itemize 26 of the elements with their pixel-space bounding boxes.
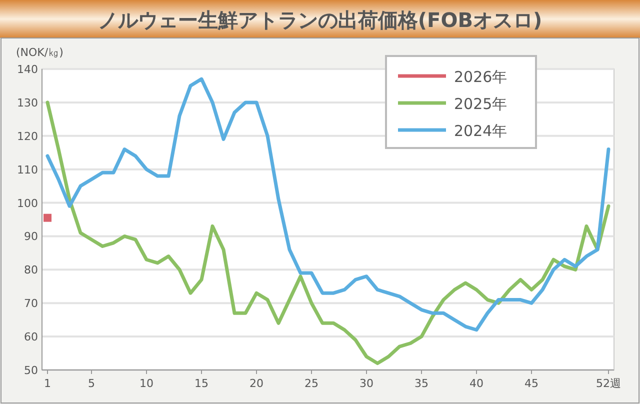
y-tick-label: 90: [24, 230, 38, 244]
y-axis-title: (NOK/㎏): [16, 46, 64, 59]
x-tick-label: 30: [360, 377, 374, 390]
x-tick-label: 35: [414, 377, 428, 390]
x-tick-label: 10: [140, 377, 154, 390]
y-tick-label: 60: [24, 330, 38, 344]
y-tick-label: 50: [24, 364, 38, 377]
legend-label: 2024年: [454, 122, 508, 140]
chart-title: ノルウェー生鮮アトランの出荷価格(FOBオスロ): [98, 8, 542, 32]
y-tick-label: 100: [17, 196, 38, 210]
y-tick-label: 110: [17, 163, 38, 176]
x-tick-label: 40: [470, 377, 484, 390]
y-tick-label: 120: [17, 130, 38, 143]
y-tick-label: 130: [17, 96, 38, 110]
legend-label: 2025年: [454, 95, 508, 113]
x-tick-label: 25: [304, 377, 318, 390]
y-tick-label: 140: [17, 63, 38, 76]
x-tick-label: 52週: [596, 377, 621, 390]
x-tick-label: 1: [44, 377, 51, 390]
x-tick-label: 15: [194, 377, 208, 390]
x-tick-label: 20: [250, 377, 264, 390]
legend-label: 2026年: [454, 68, 508, 86]
y-tick-label: 70: [24, 297, 38, 310]
x-tick-label: 5: [88, 377, 95, 390]
x-tick-label: 45: [524, 377, 538, 390]
y-tick-label: 80: [24, 264, 38, 277]
